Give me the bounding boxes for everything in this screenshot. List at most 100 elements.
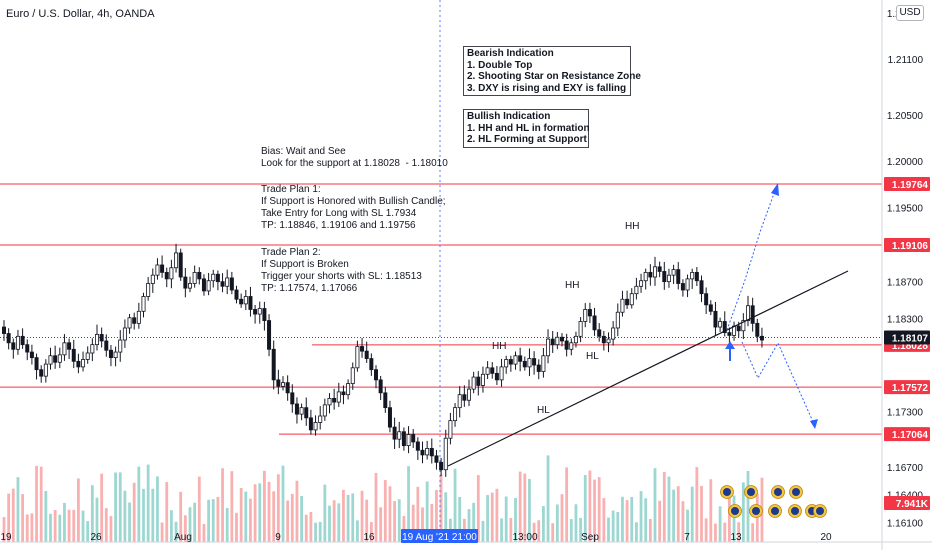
candle-body (308, 417, 313, 431)
candle-body (541, 355, 546, 372)
candle-body (401, 431, 406, 447)
candle (20, 328, 25, 349)
volume-bar (500, 518, 503, 542)
candle (43, 359, 48, 383)
volume-bar (216, 496, 220, 542)
candle-body (620, 298, 625, 313)
candle-body (634, 285, 639, 295)
candle-body (555, 336, 560, 346)
volume-bar (146, 464, 150, 542)
candle (722, 311, 727, 337)
volume-bar (616, 511, 620, 542)
candle (462, 385, 467, 407)
candle (285, 375, 290, 401)
candle (718, 317, 723, 332)
crosshair-time-tag (401, 529, 478, 543)
level-price-tag (884, 380, 930, 395)
candle-body (699, 280, 704, 295)
candle (620, 290, 625, 317)
candle-body (694, 271, 699, 282)
candle-body (294, 403, 299, 415)
volume-bar (58, 514, 62, 542)
volume-bar (607, 517, 610, 542)
candle (522, 356, 527, 371)
candle (248, 286, 253, 317)
volume-bar (290, 493, 294, 542)
volume-bar (267, 481, 271, 542)
volume-bar (667, 476, 671, 542)
candle (387, 400, 392, 433)
candle (53, 345, 58, 369)
bullish-indication-box: Bullish Indication 1. HH and HL in format… (463, 109, 590, 148)
candle (29, 344, 34, 365)
candle-body (81, 359, 86, 368)
candle (453, 403, 458, 427)
candle (160, 255, 165, 278)
candle-body (392, 426, 397, 440)
candle-body (285, 382, 290, 394)
bullish-arrowhead (771, 183, 779, 196)
support-resistance-levels (0, 183, 882, 435)
volume-bar (542, 506, 545, 542)
price-axis: 1.216001.211001.205001.200001.195001.187… (881, 0, 932, 550)
candle (634, 277, 639, 300)
volume-bar (2, 517, 6, 542)
candle (373, 365, 378, 389)
event-icon-flag (791, 507, 799, 515)
candle-body (113, 351, 118, 359)
volume-bar (714, 523, 717, 542)
event-icon-flag (747, 488, 755, 496)
candle (550, 330, 555, 353)
volume-bar (476, 475, 480, 542)
candle-body (387, 407, 392, 428)
volume-bar (332, 500, 336, 542)
volume-bar (495, 488, 499, 542)
volume-bar (342, 489, 345, 542)
candle (415, 437, 420, 460)
volume-bar (174, 521, 178, 542)
candle (155, 258, 160, 280)
volume-bar (16, 477, 20, 542)
candle-body (718, 321, 723, 328)
currency-button[interactable]: USD (896, 5, 924, 21)
price-tick-label: 1.20500 (887, 111, 924, 122)
volume-bar (658, 500, 662, 542)
volume-bar (383, 480, 387, 542)
candle (178, 248, 183, 281)
candle (85, 346, 90, 364)
candle-body (243, 296, 248, 305)
volume-bar (337, 503, 341, 542)
candle (518, 347, 523, 372)
candle-body (248, 296, 253, 310)
economic-events (720, 485, 827, 518)
candle-body (34, 357, 39, 371)
candle (197, 267, 202, 285)
candle (57, 347, 62, 369)
volume-bar (346, 494, 350, 542)
candle-body (629, 293, 634, 306)
volume-bar (574, 504, 578, 542)
volume-bar (490, 492, 494, 542)
volume-bar (328, 505, 331, 542)
candle (183, 267, 188, 298)
candle-body (229, 277, 234, 291)
volume-bar (560, 494, 564, 542)
volume-bar (458, 497, 462, 542)
candle (583, 303, 588, 328)
candle-body (108, 349, 113, 359)
candle (564, 333, 569, 357)
candle (132, 312, 137, 330)
volume-bar (258, 483, 262, 542)
candle (350, 362, 355, 390)
volume-bar (481, 520, 485, 542)
candle (680, 279, 685, 297)
volume-bar (95, 497, 99, 542)
candle-body (178, 252, 183, 278)
candle (443, 429, 448, 477)
time-tick-label: 13 (730, 532, 742, 543)
candle-body (29, 351, 34, 359)
volume-bar (700, 485, 703, 542)
volume-bar (160, 522, 164, 542)
candle-body (43, 363, 48, 377)
